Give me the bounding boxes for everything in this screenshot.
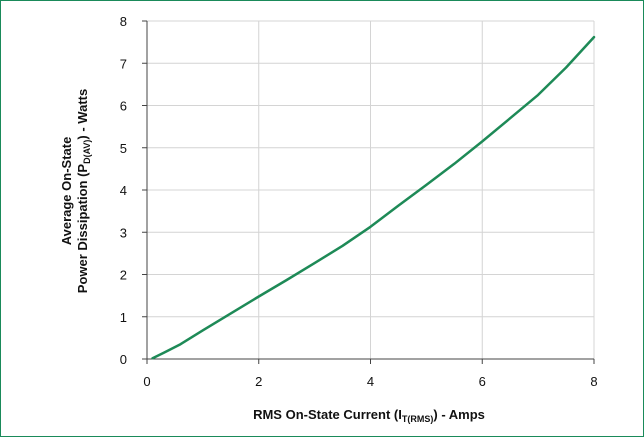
series-lines — [151, 35, 596, 360]
gridlines — [146, 20, 595, 360]
x-tick-label: 8 — [590, 374, 597, 389]
x-tick-label: 4 — [367, 374, 374, 389]
y-axis-title-line2-prefix: Power Dissipation (P — [75, 164, 90, 294]
y-tick-label: 7 — [120, 56, 127, 71]
y-axis-title: Average On-State Power Dissipation (PD(A… — [59, 89, 92, 293]
series-line — [151, 35, 596, 360]
x-axis-title-prefix: RMS On-State Current (I — [253, 407, 402, 422]
x-tick-label: 2 — [255, 374, 262, 389]
x-axis-title-subscript: T(RMS) — [402, 414, 434, 424]
y-axis-title-line2-suffix: ) - Watts — [75, 89, 90, 140]
x-axis-title-suffix: ) - Amps — [433, 407, 485, 422]
x-tick-labels: 0 2 4 6 8 — [143, 374, 597, 389]
y-tick-label: 5 — [120, 141, 127, 156]
y-axis-title-line2: Power Dissipation (PD(AV)) - Watts — [75, 89, 92, 293]
x-axis-title: RMS On-State Current (IT(RMS)) - Amps — [253, 407, 485, 424]
y-tick-label: 3 — [120, 225, 127, 240]
y-tick-labels: 0 1 2 3 4 5 6 7 8 — [120, 14, 127, 367]
axes — [142, 20, 595, 364]
y-tick-label: 0 — [120, 352, 127, 367]
y-tick-label: 4 — [120, 183, 127, 198]
y-tick-label: 6 — [120, 99, 127, 114]
y-tick-label: 1 — [120, 310, 127, 325]
y-tick-label: 8 — [120, 14, 127, 29]
y-tick-label: 2 — [120, 268, 127, 283]
y-axis-title-line2-subscript: D(AV) — [82, 140, 92, 164]
y-axis-title-line1: Average On-State — [59, 137, 74, 246]
x-tick-label: 0 — [143, 374, 150, 389]
x-tick-label: 6 — [479, 374, 486, 389]
